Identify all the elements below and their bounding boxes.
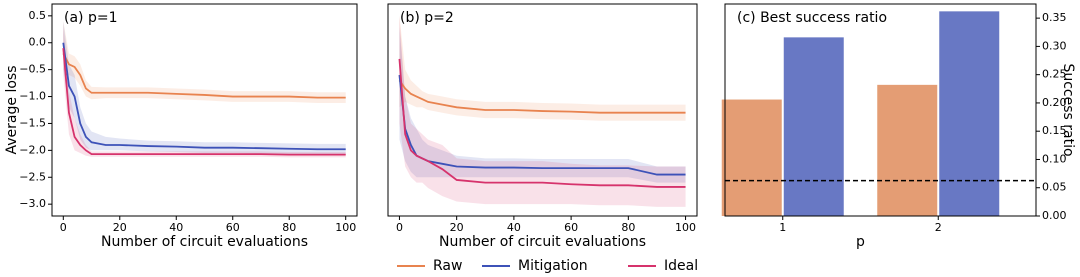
panel-title: (c) Best success ratio (737, 10, 887, 26)
x-tick-label: 0 (396, 221, 403, 234)
error-band (399, 15, 686, 121)
x-tick-label: 40 (169, 221, 183, 234)
x-axis-label: Number of circuit evaluations (439, 234, 646, 250)
x-tick-label: 1 (779, 221, 786, 234)
y-tick-label: 0.10 (1042, 152, 1067, 165)
bar (939, 11, 1000, 216)
legend-label: Raw (433, 258, 462, 274)
plot-frame (51, 3, 358, 217)
x-tick-label: 80 (282, 221, 296, 234)
x-tick-label: 2 (935, 221, 942, 234)
line (398, 79, 686, 114)
y-tick-label: −1.5 (19, 116, 46, 129)
panel-title: (a) p=1 (64, 10, 117, 26)
bar (721, 99, 782, 216)
x-tick-label: 60 (564, 221, 578, 234)
line (398, 58, 686, 188)
x-tick-label: 40 (507, 221, 521, 234)
line (62, 48, 346, 156)
line (398, 74, 686, 176)
line (62, 53, 346, 99)
plot-frame (387, 3, 698, 217)
y-tick-label: −2.5 (19, 170, 46, 183)
legend-label: Mitigation (518, 258, 588, 274)
y-tick-label: 0.35 (1042, 11, 1067, 24)
y-tick-label: 0.5 (29, 9, 47, 22)
panel-title: (b) p=2 (400, 10, 454, 26)
y-tick-label: 0.0 (29, 36, 47, 49)
x-tick-label: 100 (675, 221, 696, 234)
y-tick-label: 0.00 (1042, 209, 1067, 222)
y-tick-label: 0.25 (1042, 68, 1067, 81)
x-tick-label: 60 (226, 221, 240, 234)
plot-frame (724, 3, 1037, 217)
y-tick-label: 0.30 (1042, 39, 1067, 52)
y-tick-label: −3.0 (19, 197, 46, 210)
line (62, 42, 346, 151)
x-tick-label: 0 (60, 221, 67, 234)
x-tick-label: 100 (335, 221, 356, 234)
error-band (399, 26, 686, 183)
y-axis-label: Average loss (4, 66, 20, 155)
x-tick-label: 20 (450, 221, 464, 234)
x-axis-label: Number of circuit evaluations (101, 234, 308, 250)
y-tick-label: 0.20 (1042, 96, 1067, 109)
y-tick-label: 0.15 (1042, 124, 1067, 137)
x-axis-label: p (856, 234, 865, 250)
y-tick-label: −2.0 (19, 143, 46, 156)
y-tick-label: −0.5 (19, 63, 46, 76)
x-tick-label: 20 (113, 221, 127, 234)
y-tick-label: 0.05 (1042, 181, 1067, 194)
x-tick-label: 80 (621, 221, 635, 234)
y-tick-label: −1.0 (19, 90, 46, 103)
bar (783, 37, 844, 216)
legend-label: Ideal (664, 258, 698, 274)
y-axis-label: Success ratio (1060, 63, 1076, 156)
bar (877, 84, 938, 216)
error-band (63, 21, 346, 104)
